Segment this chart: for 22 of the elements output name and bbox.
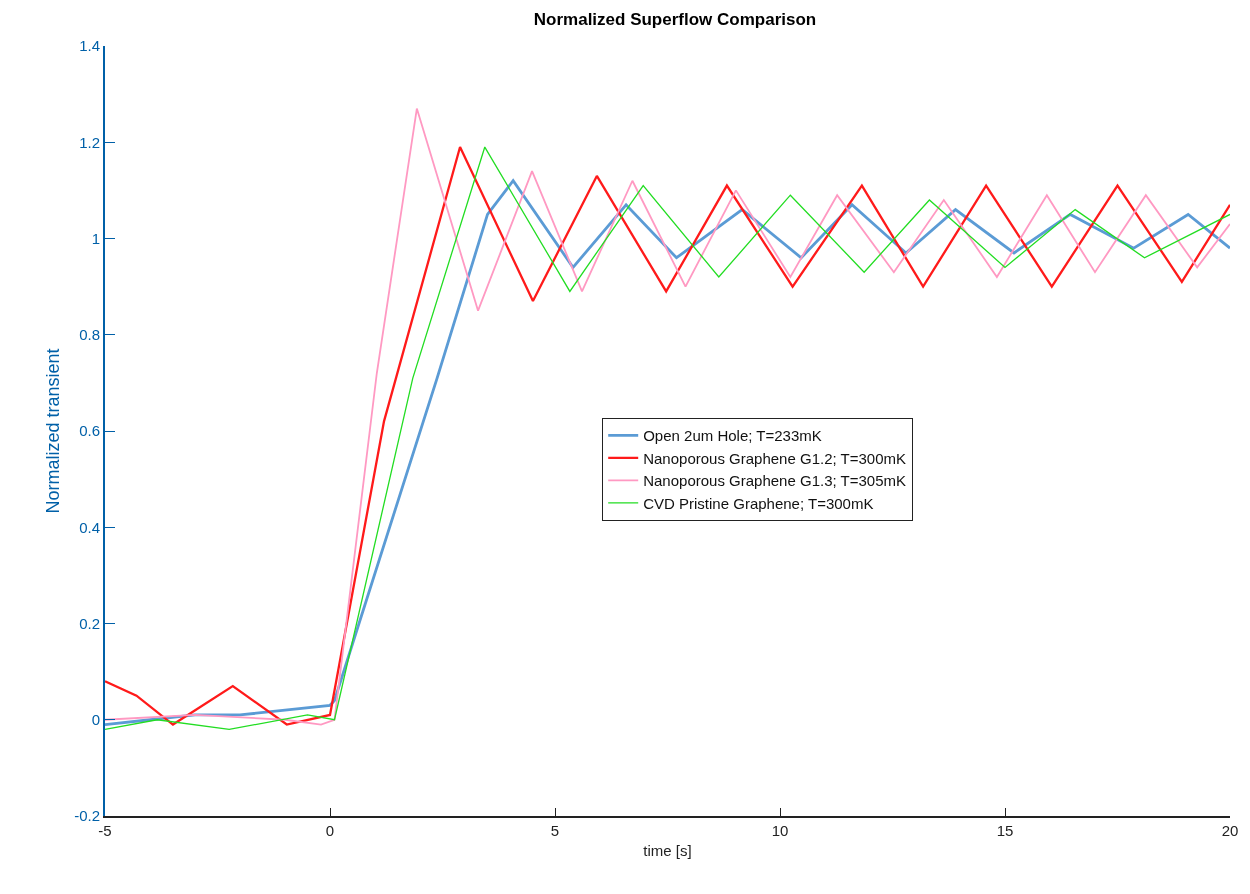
x-tick-label: 20 [1221, 821, 1239, 839]
y-tick-label: 0.2 [79, 614, 100, 632]
x-tick-label: 10 [771, 821, 789, 839]
x-tick-label: -5 [98, 821, 112, 839]
x-tick-label: 15 [996, 821, 1014, 839]
x-tick-label: 0 [325, 821, 335, 839]
legend-label: CVD Pristine Graphene; T=300mK [643, 494, 874, 512]
x-tick-label: 5 [550, 821, 560, 839]
y-tick-label: 1.2 [79, 133, 100, 151]
legend-label: Open 2um Hole; T=233mK [643, 427, 822, 445]
y-axis-title: Normalized transient [42, 348, 63, 514]
y-tick-label: 0.8 [79, 326, 100, 343]
legend-label: Nanoporous Graphene G1.3; T=305mK [643, 472, 907, 490]
chart-title: Normalized Superflow Comparison [533, 10, 817, 30]
y-tick-label: 0.6 [79, 422, 100, 440]
x-axis-title: time [s] [643, 842, 692, 860]
y-tick-label: 1.4 [79, 37, 100, 55]
y-tick-label: 0.4 [79, 518, 100, 536]
y-tick-label: -0.2 [74, 807, 100, 825]
y-tick-label: 0 [91, 711, 100, 728]
y-tick-label: 1 [91, 229, 100, 247]
legend-label: Nanoporous Graphene G1.2; T=300mK [643, 449, 907, 467]
